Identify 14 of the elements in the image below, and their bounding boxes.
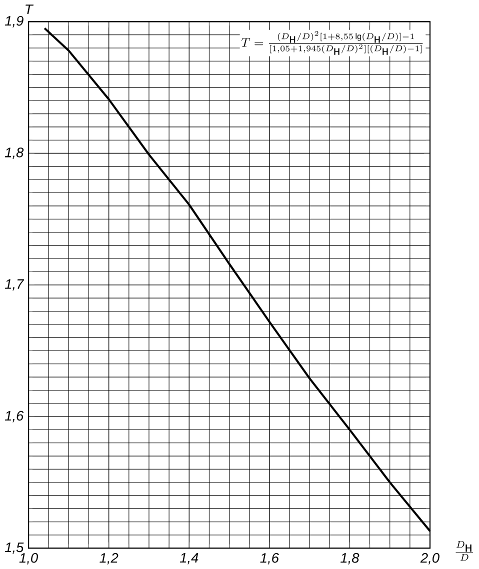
x-tick-label: 1,4 [180, 553, 198, 564]
y-tick-label: 1,8 [4, 148, 24, 159]
y-axis-title: T [25, 4, 34, 14]
x-tick-label: 2,0 [420, 553, 440, 564]
x-tick-label: 1,8 [340, 553, 360, 564]
y-tick-label: 1,7 [4, 279, 24, 291]
y-tick-label: 1,6 [4, 410, 24, 422]
y-tick-label: 1,9 [4, 16, 24, 28]
y-tick-label: 1,5 [4, 542, 24, 554]
annotation: $T=\frac{(D_{\mbox{н}}/D)^2[1+8{,}55\,\mathrm{lg}(D_{\mbox{н}}/D)]-1}{[1{,}05+1{,}945(D_{\mbox{н}}/D)^2][(D_{\mbox{н}}/D)-1]}$ [241, 31, 423, 55]
x-tick-label: 1,2 [100, 553, 118, 564]
x-tick-label: 1,6 [260, 553, 279, 564]
x-tick-label: 1,0 [19, 553, 38, 564]
x-axis-title: $\frac{D_{\mbox{н}}}{D}$ [456, 541, 473, 561]
